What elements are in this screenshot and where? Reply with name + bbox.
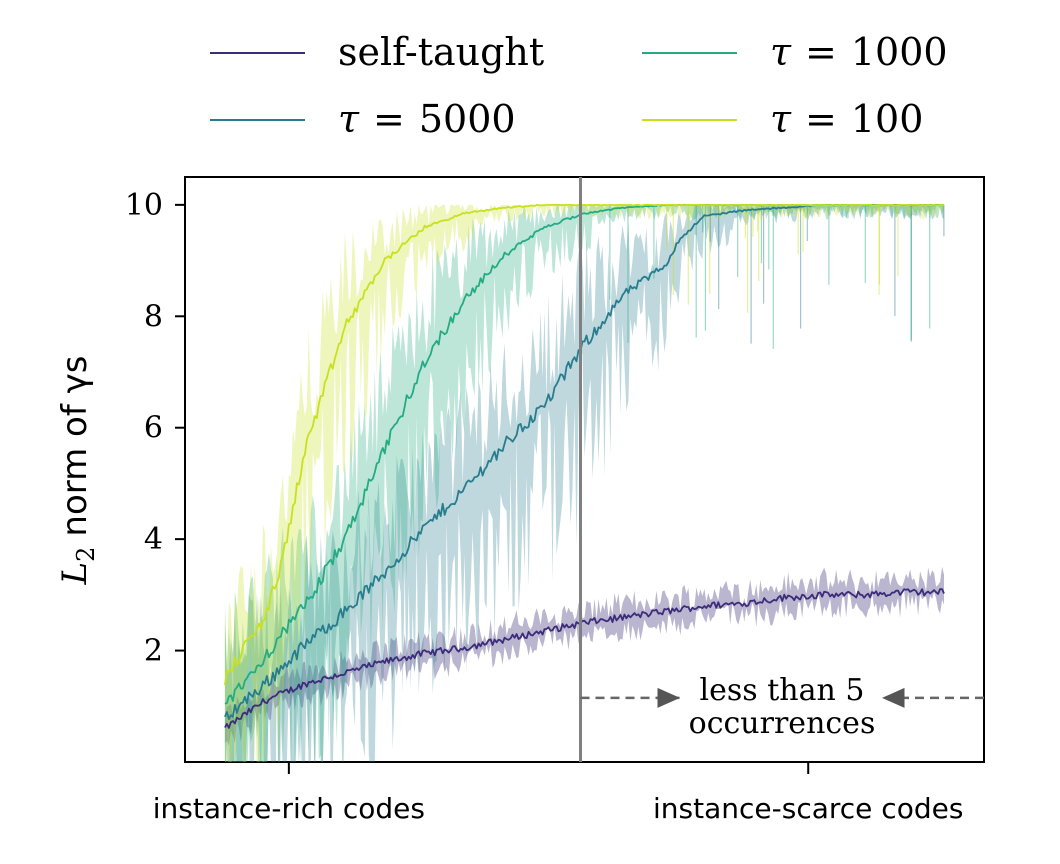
y-tick-label: 10: [125, 188, 163, 223]
plot-area: [184, 176, 985, 763]
y-tick-label: 8: [144, 299, 163, 334]
legend-label-tau=5000: τ = 5000: [338, 97, 516, 141]
y-tick-label: 6: [144, 411, 163, 446]
annotation-text: less than 5: [700, 673, 865, 708]
annotation-text: occurrences: [689, 706, 876, 741]
x-tick-label: instance-scarce codes: [653, 792, 963, 825]
band-tau=1000: [224, 204, 944, 762]
y-tick-label: 4: [144, 522, 163, 557]
x-tick-label: instance-rich codes: [153, 792, 425, 825]
y-tick-label: 2: [144, 634, 163, 669]
legend-label-self-taught: self-taught: [338, 30, 544, 74]
line-tau=100: [224, 204, 945, 686]
y-axis-label: L2norm of γs: [55, 356, 100, 586]
legend-label-tau=100: τ = 100: [770, 97, 923, 141]
line-self-taught: [224, 588, 945, 729]
legend-label-tau=1000: τ = 1000: [770, 30, 948, 74]
band-self-taught: [224, 566, 944, 746]
legend: self-taught τ = 5000 τ = 1000 τ = 100: [210, 30, 948, 141]
band-tau=5000: [224, 204, 944, 762]
